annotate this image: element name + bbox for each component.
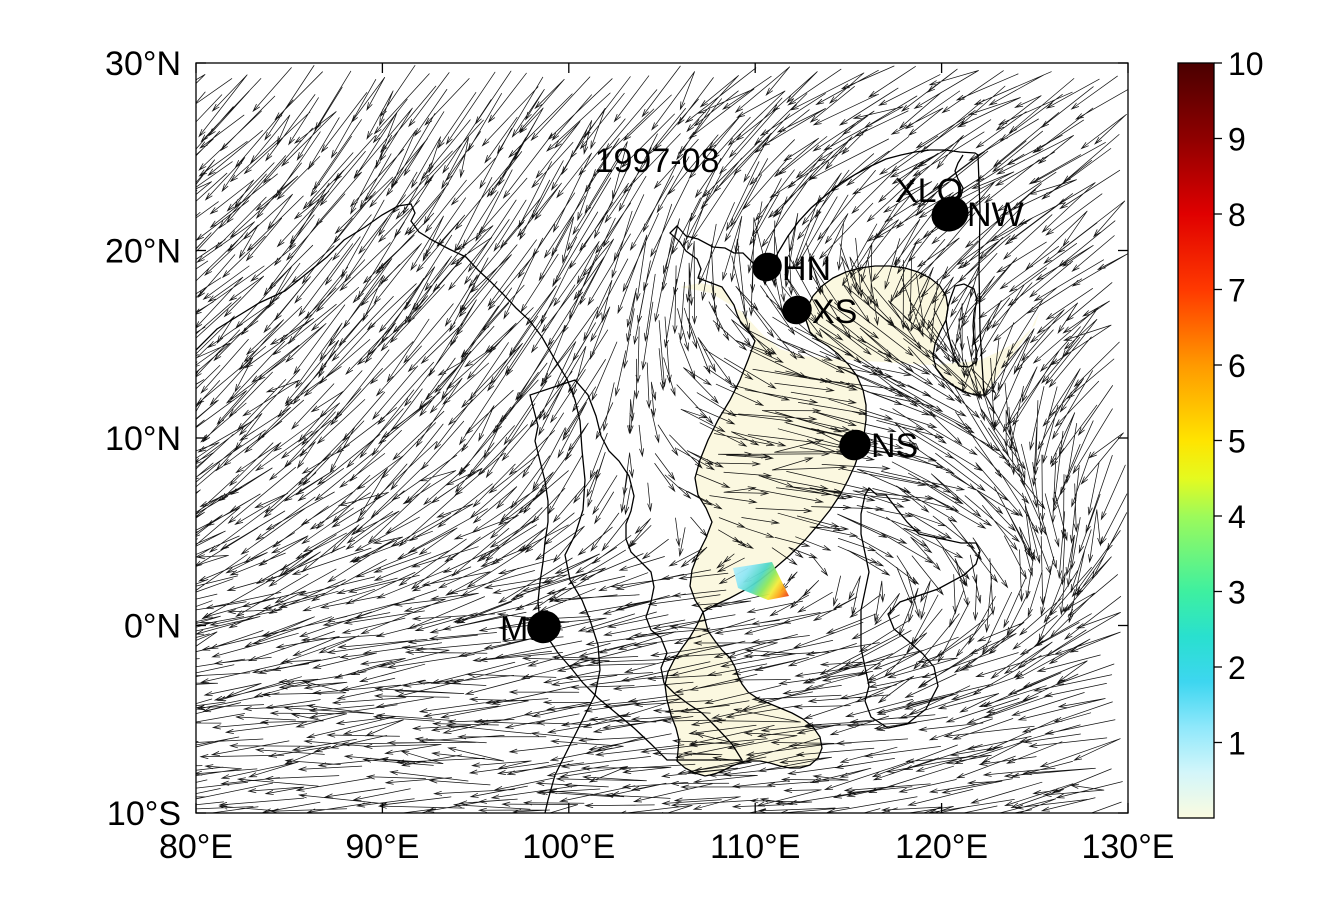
svg-text:120°E: 120°E [895,828,988,866]
svg-text:2: 2 [1228,650,1246,686]
svg-text:10°N: 10°N [105,420,181,458]
svg-text:90°E: 90°E [345,828,419,866]
svg-text:130°E: 130°E [1081,828,1174,866]
svg-text:8: 8 [1228,197,1246,233]
svg-text:7: 7 [1228,273,1246,309]
svg-text:XS: XS [812,293,857,331]
svg-text:10: 10 [1228,46,1264,82]
svg-text:5: 5 [1228,424,1246,460]
svg-text:20°N: 20°N [105,233,181,271]
svg-text:4: 4 [1228,499,1246,535]
svg-text:NW: NW [967,196,1024,234]
svg-text:10°S: 10°S [107,795,181,833]
svg-text:9: 9 [1228,122,1246,158]
svg-text:0°N: 0°N [124,608,181,646]
svg-text:1997-08: 1997-08 [595,142,720,180]
svg-text:MI: MI [500,610,538,648]
svg-text:HN: HN [782,250,831,288]
svg-text:6: 6 [1228,348,1246,384]
svg-text:110°E: 110°E [710,828,800,866]
svg-text:NS: NS [871,427,918,465]
svg-text:3: 3 [1228,575,1246,611]
svg-text:1: 1 [1228,726,1246,762]
svg-text:XLQ: XLQ [895,172,963,210]
svg-text:80°E: 80°E [159,828,233,866]
svg-text:30°N: 30°N [105,45,181,83]
svg-text:100°E: 100°E [522,828,615,866]
